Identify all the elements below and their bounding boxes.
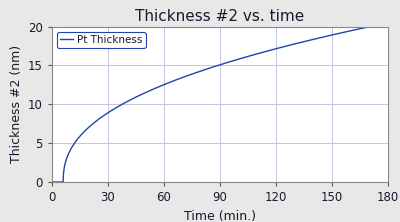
Y-axis label: Thickness #2 (nm): Thickness #2 (nm) (10, 45, 22, 163)
Legend: Pt Thickness: Pt Thickness (57, 32, 146, 48)
Title: Thickness #2 vs. time: Thickness #2 vs. time (135, 9, 305, 24)
X-axis label: Time (min.): Time (min.) (184, 210, 256, 222)
